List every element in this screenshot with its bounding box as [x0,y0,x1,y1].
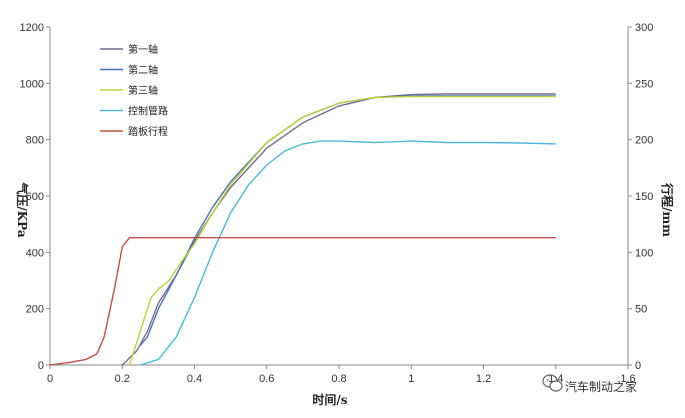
series-line-2 [139,95,556,346]
legend-label-2: 第二轴 [128,64,158,77]
x-axis-title: 时间/s [312,392,347,407]
x-tick-label: 0.6 [259,373,274,385]
wechat-icon [542,374,563,392]
y-tick-label: 200 [26,304,44,316]
y-axis-title: 气压/KPa [15,181,30,238]
series-line-3 [128,95,556,366]
legend-label-5: 踏板行程 [128,125,168,138]
y2-tick-label: 100 [635,247,653,259]
watermark: 汽车制动之家 [542,374,637,394]
y-tick-label: 800 [26,135,44,147]
axes-layer: 0 200 400 600 800 1000 1200 0 50 100 150 200 250 300 0… [20,22,654,385]
y2-tick-label: 300 [635,22,653,34]
y-tick-label: 400 [26,247,44,259]
x-tick-label: 0.4 [187,373,202,385]
y-tick-label: 600 [26,191,44,203]
x-tick-label: 0 [47,373,53,385]
x-tick-label: 1.6 [620,373,635,385]
series-line-1 [121,93,556,366]
y2-tick-label: 200 [635,135,653,147]
y-tick-label: 1200 [20,22,44,34]
legend-label-3: 第三轴 [128,84,158,97]
watermark-text: 汽车制动之家 [565,379,637,394]
x-tick-label: 1 [408,373,414,385]
y2-tick-label: 250 [635,78,653,90]
series-line-4 [140,140,556,366]
x-tick-label: 0.8 [331,373,346,385]
x-tick-label: 0.2 [115,373,130,385]
y-tick-label: 0 [38,360,44,372]
series-line-5 [49,236,556,366]
y2-tick-label: 0 [635,360,641,372]
y2-tick-label: 150 [635,191,653,203]
x-tick-label: 1.2 [476,373,491,385]
y-tick-label: 1000 [20,78,44,90]
legend-label-1: 第一轴 [128,43,158,56]
y2-axis-title: 行程/mm [660,182,675,237]
series-layer [49,93,556,366]
legend-label-4: 控制管路 [128,105,168,118]
y2-tick-label: 50 [635,304,647,316]
